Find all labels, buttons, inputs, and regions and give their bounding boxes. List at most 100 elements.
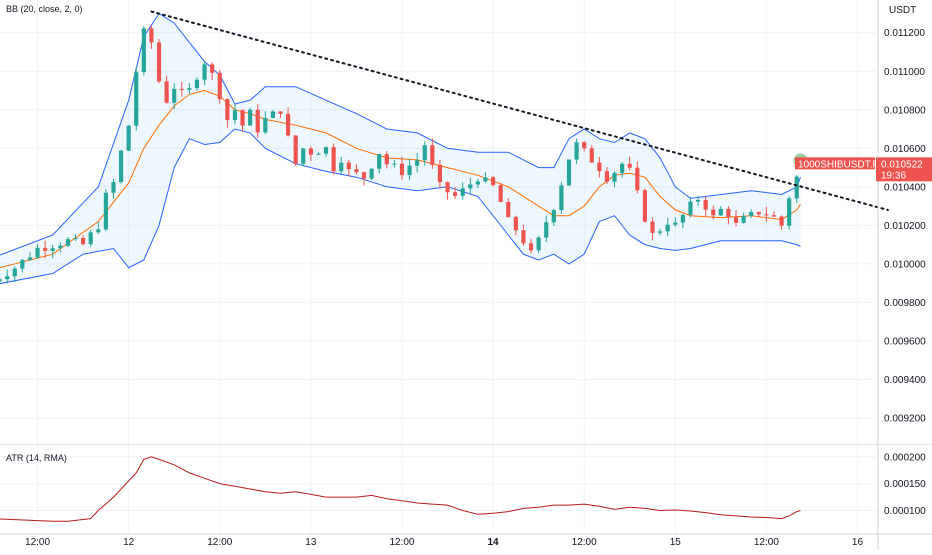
candle-body: [513, 217, 518, 231]
candle-body: [422, 145, 427, 161]
candle-body: [35, 247, 40, 258]
candle-body: [354, 169, 359, 173]
candle-body: [604, 171, 610, 182]
price-tick-label: 0.011200: [884, 28, 925, 39]
candle-body: [96, 229, 101, 233]
candle-body: [582, 142, 587, 149]
candle-body: [779, 216, 784, 226]
candle-body: [202, 64, 207, 80]
candle-body: [673, 222, 678, 225]
price-tick-label: 0.011000: [884, 67, 925, 78]
candle-body: [361, 172, 367, 179]
candle-body: [316, 153, 321, 155]
candle-body: [156, 42, 162, 82]
candle-body: [551, 210, 556, 223]
candle-body: [468, 184, 473, 189]
candle-body: [437, 164, 443, 183]
candle-body: [794, 176, 799, 199]
candle-body: [650, 221, 655, 233]
candle-body: [506, 201, 511, 218]
candle-body: [187, 88, 192, 90]
candle-body: [248, 109, 253, 126]
price-tick-label: 0.010200: [884, 221, 926, 232]
time-tick-label: 12: [123, 537, 135, 548]
candle-body: [339, 162, 344, 172]
price-tick-label: 0.010000: [884, 259, 926, 270]
candle-body: [658, 231, 663, 233]
candle-body: [369, 168, 374, 179]
candle-body: [733, 217, 739, 223]
atr-line: [0, 456, 801, 522]
time-tick-label: 12:00: [754, 537, 779, 548]
candle-body: [118, 150, 124, 182]
candle-body: [559, 185, 564, 211]
candle-body: [528, 243, 534, 251]
symbol-tag-label: 1000SHIBUSDT.P: [798, 159, 879, 170]
countdown-label: 19:36: [881, 170, 906, 181]
atr-tick-label: 0.000200: [884, 452, 926, 463]
candle-body: [627, 163, 632, 168]
bb-fill: [0, 13, 801, 284]
time-tick-label: 12:00: [572, 537, 597, 548]
candle-body: [149, 28, 154, 43]
candle-body: [430, 145, 435, 165]
candle-body: [270, 111, 275, 118]
candle-body: [43, 247, 48, 251]
price-tick-label: 0.010800: [884, 105, 926, 116]
candle-body: [346, 162, 351, 170]
candle-body: [58, 245, 63, 249]
candle-body: [73, 238, 78, 240]
candle-body: [475, 181, 480, 185]
candle-body: [0, 279, 2, 282]
candle-body: [787, 198, 792, 226]
candle-body: [20, 259, 25, 269]
candle-body: [771, 215, 777, 217]
atr-tick-label: 0.000100: [884, 506, 926, 517]
price-tick-label: 0.009400: [884, 375, 926, 386]
candle-body: [688, 201, 693, 215]
candle-body: [12, 268, 17, 277]
candle-body: [711, 209, 716, 216]
grid-layer: [0, 0, 876, 532]
candle-body: [665, 224, 670, 232]
candle-body: [756, 211, 761, 215]
candle-body: [255, 109, 260, 133]
candle-body: [445, 182, 450, 193]
candle-body: [635, 167, 640, 191]
currency-label[interactable]: USDT: [889, 5, 916, 16]
time-tick-label: 14: [488, 537, 500, 548]
candle-body: [490, 177, 496, 186]
time-tick-label: 12:00: [25, 537, 50, 548]
trendline[interactable]: [150, 10, 889, 211]
candle-body: [498, 185, 503, 202]
candle-body: [134, 72, 139, 126]
candle-body: [179, 88, 184, 90]
price-tick-label: 0.009200: [884, 413, 926, 424]
candle-body: [172, 88, 177, 103]
candle-body: [703, 199, 708, 210]
candle-body: [88, 232, 93, 245]
last-price-label: 0.010522: [881, 159, 923, 170]
candle-body: [589, 148, 594, 163]
atr-indicator-label[interactable]: ATR (14, RMA): [6, 453, 67, 463]
price-tick-label: 0.010400: [884, 182, 926, 193]
candle-body: [194, 79, 200, 89]
bb-indicator-label[interactable]: BB (20, close, 2, 0): [6, 4, 83, 14]
candle-body: [392, 163, 397, 165]
candle-body: [263, 117, 268, 133]
candle-body: [741, 216, 746, 223]
time-tick-label: 13: [305, 537, 317, 548]
candle-body: [240, 110, 245, 126]
candle-body: [521, 230, 526, 244]
candle-body: [323, 147, 329, 154]
time-tick-label: 12:00: [389, 537, 414, 548]
candle-body: [764, 214, 769, 216]
candles-layer: [0, 24, 799, 286]
candle-body: [620, 163, 625, 173]
symbol-tag-bg: [795, 157, 875, 170]
candle-body: [544, 222, 549, 238]
candle-body: [65, 239, 71, 246]
candle-body: [301, 148, 306, 164]
